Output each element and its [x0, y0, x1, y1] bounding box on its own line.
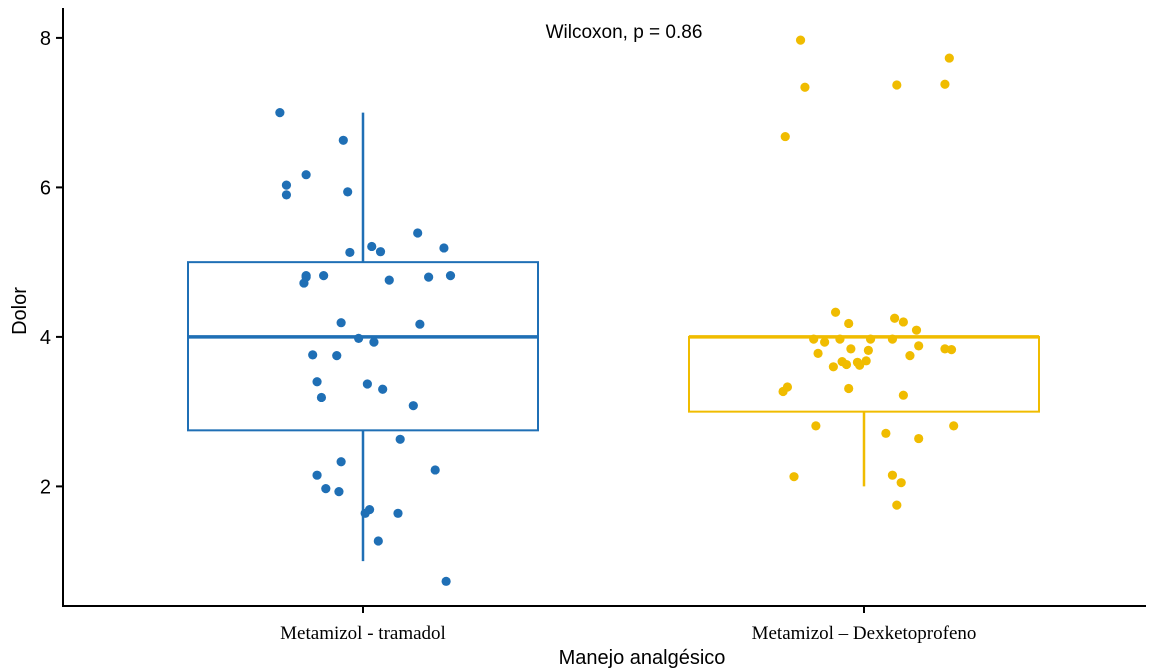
data-point [299, 278, 309, 288]
data-point [281, 190, 292, 200]
data-point [940, 79, 950, 89]
data-point [343, 187, 353, 197]
data-point [375, 247, 386, 257]
data-point [905, 350, 915, 361]
data-point [312, 377, 322, 387]
box-body [688, 335, 1040, 413]
data-point [820, 337, 830, 347]
box-1 [187, 112, 539, 562]
data-point [911, 325, 922, 335]
data-point [835, 334, 845, 344]
data-point [778, 386, 788, 397]
data-point [301, 170, 311, 180]
y-axis-title: Dolor [9, 287, 31, 335]
data-point [789, 472, 799, 482]
data-point [898, 390, 908, 400]
data-point [861, 356, 871, 366]
data-point [439, 243, 449, 253]
data-point [360, 508, 370, 518]
data-point [316, 392, 327, 403]
data-point [892, 80, 902, 90]
x-tick-group: Metamizol - tramadol Metamizol – Dexketop… [280, 606, 976, 644]
box-2 [688, 335, 1040, 487]
data-point [373, 536, 383, 546]
y-tick-label: 2 [40, 476, 51, 498]
data-point [393, 508, 403, 518]
data-point [336, 457, 346, 467]
data-point [321, 484, 331, 494]
data-point [378, 384, 388, 394]
data-point [890, 313, 900, 323]
data-point [395, 434, 405, 444]
data-point [780, 131, 790, 142]
data-point [275, 108, 285, 118]
data-point [441, 576, 451, 586]
data-point [830, 307, 841, 317]
data-point [846, 344, 856, 354]
data-point [367, 241, 377, 252]
data-point [813, 348, 823, 358]
data-point [312, 470, 322, 480]
data-point [896, 478, 906, 488]
data-point [881, 428, 891, 438]
data-point [844, 318, 854, 329]
data-point [914, 341, 924, 351]
data-point [319, 271, 329, 281]
data-point [354, 333, 364, 343]
data-point [844, 383, 854, 394]
data-point [863, 345, 873, 355]
box-group [187, 112, 1040, 562]
data-point [944, 53, 954, 63]
data-point [430, 465, 440, 475]
data-point [362, 379, 372, 389]
data-point [946, 345, 957, 355]
data-point [811, 421, 821, 431]
box-body [187, 261, 539, 432]
data-point [841, 359, 852, 370]
data-point [809, 334, 819, 344]
x-tick-label: Metamizol – Dexketoprofeno [752, 623, 977, 644]
data-point [338, 135, 348, 145]
data-point [828, 362, 838, 372]
data-point [887, 334, 898, 344]
data-point [887, 470, 898, 480]
data-point [345, 247, 355, 258]
data-point [408, 401, 418, 411]
data-point [949, 421, 959, 431]
data-point [914, 433, 924, 444]
x-tick-label: Metamizol - tramadol [280, 623, 446, 644]
data-point [415, 319, 425, 329]
data-point [336, 318, 346, 328]
data-point [898, 317, 908, 327]
data-point [852, 357, 863, 367]
data-point [424, 272, 434, 282]
data-point [445, 271, 456, 281]
data-point [892, 500, 902, 510]
data-point [308, 350, 318, 360]
y-tick-label: 4 [40, 327, 51, 349]
data-point [795, 35, 806, 45]
point-group [275, 35, 959, 586]
data-point [332, 350, 342, 361]
data-point [334, 487, 344, 497]
y-tick-group: 2 4 6 8 [40, 28, 63, 498]
data-point [384, 275, 394, 285]
data-point [865, 334, 876, 344]
data-point [800, 82, 810, 92]
data-point [281, 180, 292, 190]
data-point [369, 337, 379, 347]
x-axis-title: Manejo analgésico [559, 647, 726, 669]
y-tick-label: 6 [40, 177, 51, 199]
annotation-text: Wilcoxon, p = 0.86 [546, 22, 703, 43]
y-tick-label: 8 [40, 28, 51, 50]
data-point [413, 228, 423, 238]
